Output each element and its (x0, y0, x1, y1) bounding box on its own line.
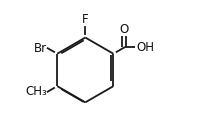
Text: CH₃: CH₃ (25, 85, 47, 98)
Text: O: O (120, 23, 129, 36)
Text: OH: OH (136, 41, 154, 54)
Text: Br: Br (34, 42, 47, 55)
Text: F: F (82, 14, 89, 27)
